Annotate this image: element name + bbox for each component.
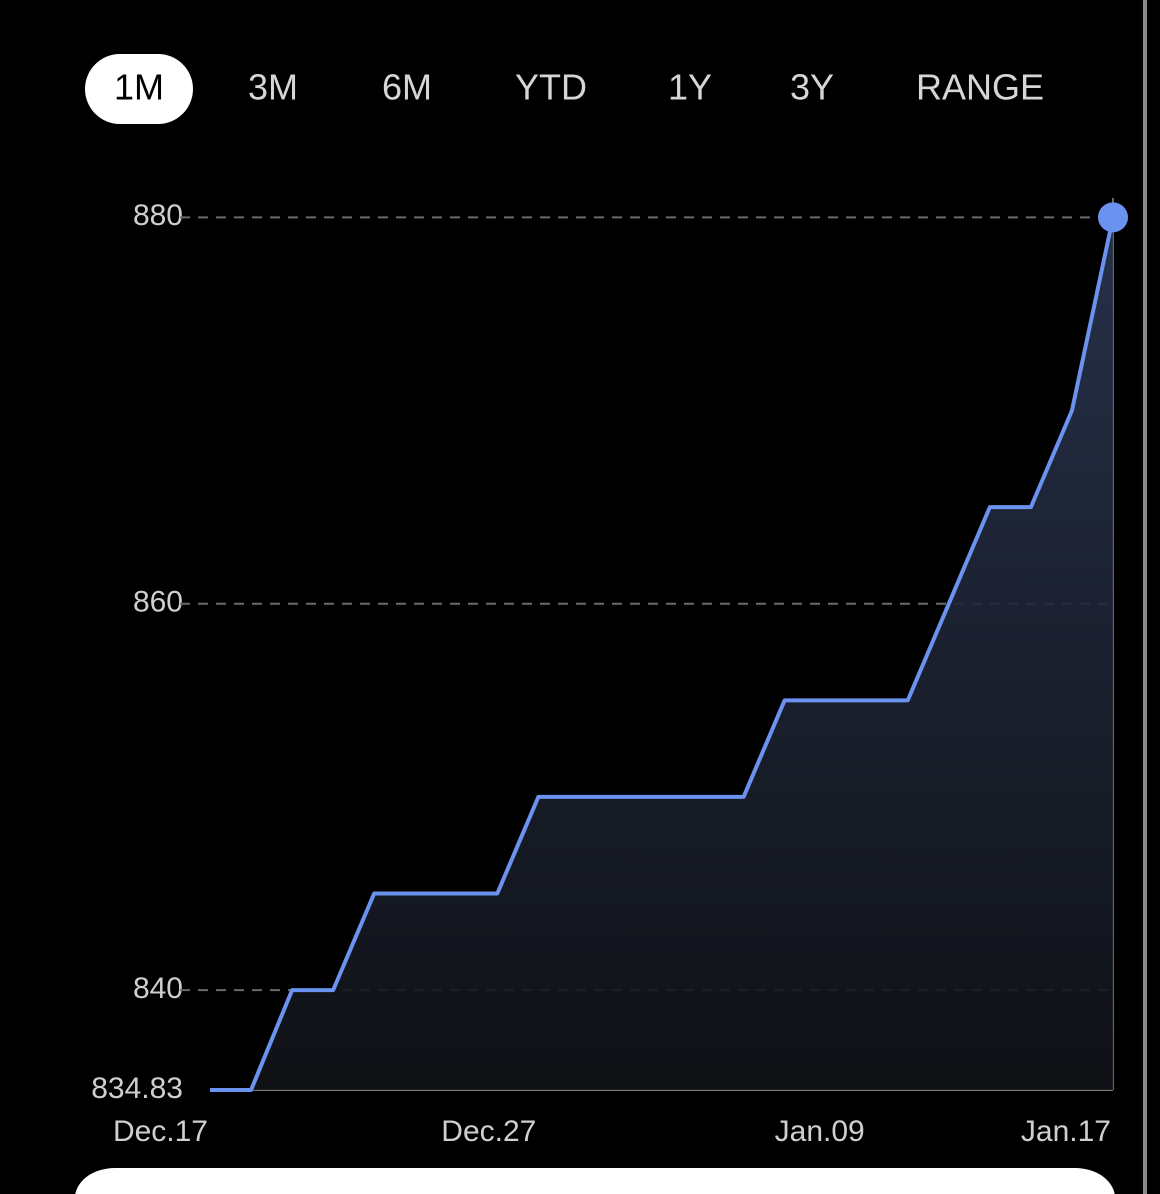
tab[interactable]: YTD <box>515 67 587 108</box>
tab[interactable]: RANGE <box>916 67 1044 108</box>
tab[interactable]: 3Y <box>790 67 834 108</box>
tab[interactable]: 6M <box>382 67 432 108</box>
tab[interactable]: 3M <box>248 67 298 108</box>
y-tick-label: 880 <box>133 199 183 232</box>
tab[interactable]: 1Y <box>668 67 712 108</box>
x-tick-label: Jan.09 <box>775 1115 865 1148</box>
y-tick-label: 860 <box>133 586 183 619</box>
scrollbar-edge <box>1143 0 1147 1194</box>
end-point <box>1098 202 1128 233</box>
area <box>210 217 1113 1091</box>
x-tick-label: Dec.27 <box>441 1115 536 1148</box>
x-tick-label: Dec.17 <box>113 1115 208 1148</box>
y-tick-label: 840 <box>133 972 183 1005</box>
tab[interactable]: 1M <box>114 67 164 108</box>
tab-selected-pill <box>85 54 193 124</box>
bottom-card <box>75 1168 1115 1194</box>
y-tick-label: 834.83 <box>91 1072 183 1105</box>
x-tick-label: Jan.17 <box>1021 1115 1111 1148</box>
line <box>210 216 1115 1092</box>
